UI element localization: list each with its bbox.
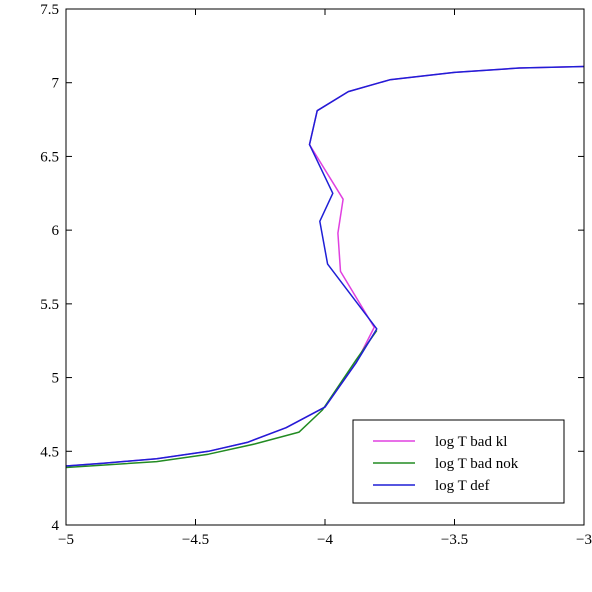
y-tick-label: 7.5 xyxy=(40,2,59,18)
y-tick-label: 4.5 xyxy=(40,444,59,460)
y-tick-label: 5 xyxy=(52,371,60,387)
legend-box xyxy=(352,419,565,504)
series-line-2 xyxy=(65,329,378,469)
y-tick-label: 6.5 xyxy=(40,149,59,165)
x-tick-label: −3 xyxy=(576,532,592,548)
y-tick-label: 4 xyxy=(52,518,60,534)
legend-label: log T def xyxy=(435,478,489,494)
legend-label: log T bad kl xyxy=(435,434,507,450)
y-tick-label: 6 xyxy=(52,223,60,239)
y-tick-label: 5.5 xyxy=(40,297,59,313)
x-tick-label: −5 xyxy=(58,532,74,548)
x-tick-label: −3.5 xyxy=(441,532,468,548)
legend-label: log T bad nok xyxy=(435,456,519,472)
x-tick-label: −4.5 xyxy=(182,532,209,548)
series-line-3 xyxy=(65,65,585,467)
axis-ticks: −5 −4.5 −4 −3.5 −3 4 4.5 5 5.5 6 6.5 7 7.5 xyxy=(40,2,592,548)
plot-area xyxy=(65,65,585,469)
legend: log T bad kl log T bad nok log T def xyxy=(352,419,565,504)
y-tick-label: 7 xyxy=(52,76,60,92)
x-tick-label: −4 xyxy=(317,532,333,548)
